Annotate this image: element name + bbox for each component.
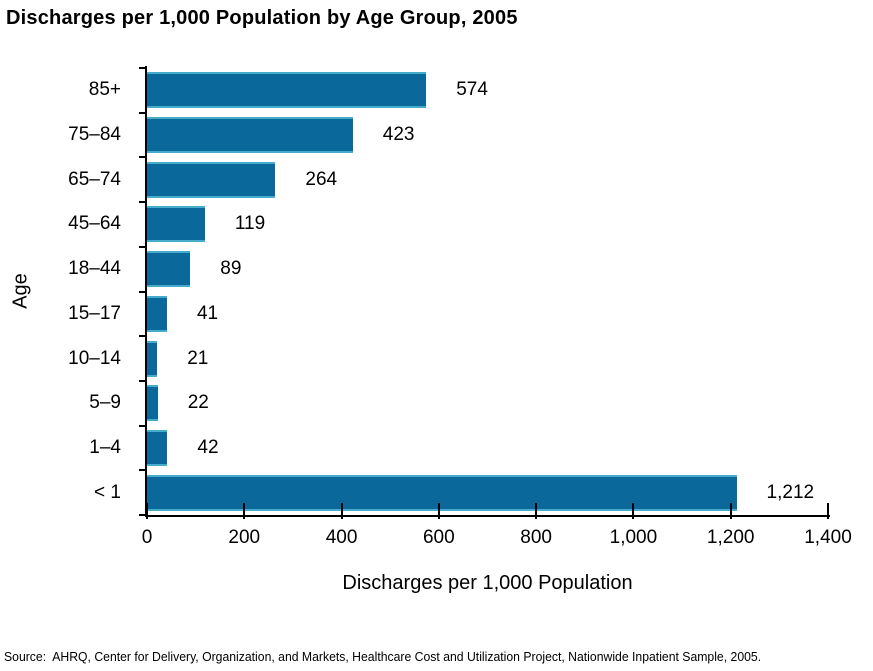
x-tick xyxy=(146,503,148,519)
x-tick xyxy=(827,503,829,519)
x-tick-label: 600 xyxy=(422,527,455,548)
y-axis-line xyxy=(145,66,147,517)
y-category-label: 5–9 xyxy=(89,392,121,414)
x-tick xyxy=(535,503,538,519)
x-tick xyxy=(632,503,635,519)
bar-value-label: 21 xyxy=(187,347,209,369)
y-category-label: 1–4 xyxy=(89,436,121,458)
y-category-label: < 1 xyxy=(94,481,121,503)
bar xyxy=(147,429,168,466)
y-tick xyxy=(139,290,145,293)
bar-value-label: 264 xyxy=(305,168,338,190)
source-note: Source: AHRQ, Center for Delivery, Organ… xyxy=(4,649,762,664)
x-tick-label: 1,200 xyxy=(706,527,755,548)
y-tick xyxy=(139,335,145,338)
bar xyxy=(147,385,158,422)
y-tick xyxy=(139,514,145,516)
bar xyxy=(147,161,276,198)
y-tick xyxy=(139,67,145,69)
x-tick xyxy=(340,503,343,519)
x-tick-label: 0 xyxy=(141,527,153,548)
x-tick-label: 1,400 xyxy=(804,527,852,548)
bar-value-label: 42 xyxy=(197,436,219,458)
y-category-label: 65–74 xyxy=(68,168,121,190)
bar-value-label: 22 xyxy=(187,392,209,414)
bar-value-label: 1,212 xyxy=(766,481,815,503)
bar-value-label: 574 xyxy=(456,79,488,101)
x-tick-label: 200 xyxy=(228,527,261,548)
x-axis-title: Discharges per 1,000 Population xyxy=(342,572,633,594)
x-tick xyxy=(729,503,732,519)
y-category-label: 45–64 xyxy=(68,213,121,235)
y-tick xyxy=(139,245,145,248)
bar-value-label: 89 xyxy=(220,258,242,280)
bar-value-label: 41 xyxy=(196,302,219,324)
y-tick xyxy=(139,156,145,159)
y-category-label: 85+ xyxy=(88,79,121,101)
x-axis-line xyxy=(145,515,830,517)
chart-title: Discharges per 1,000 Population by Age G… xyxy=(6,7,518,29)
bar-value-label: 423 xyxy=(382,124,415,146)
bar xyxy=(147,117,353,154)
bar-value-label: 119 xyxy=(234,213,266,235)
y-tick xyxy=(139,201,145,204)
y-tick xyxy=(139,379,145,382)
y-tick xyxy=(139,424,145,427)
plot-area: 85+ 574 75–84 423 65–74 264 45–64 119 18–44 89 15–… xyxy=(68,66,852,548)
x-tick-label: 1,000 xyxy=(609,527,658,548)
x-tick xyxy=(243,503,246,519)
bar xyxy=(147,72,427,109)
x-tick-label: 800 xyxy=(520,527,552,548)
y-tick xyxy=(139,469,145,472)
x-tick-label: 400 xyxy=(325,527,358,548)
bar xyxy=(147,206,205,243)
y-category-label: 10–14 xyxy=(68,347,121,369)
bar xyxy=(147,474,737,511)
y-category-label: 15–17 xyxy=(68,302,121,324)
x-tick xyxy=(437,503,440,519)
y-category-label: 18–44 xyxy=(68,258,121,280)
y-category-label: 75–84 xyxy=(68,124,121,146)
bar xyxy=(147,295,167,332)
bar xyxy=(147,340,158,377)
bar xyxy=(147,251,191,288)
y-tick xyxy=(139,111,145,114)
